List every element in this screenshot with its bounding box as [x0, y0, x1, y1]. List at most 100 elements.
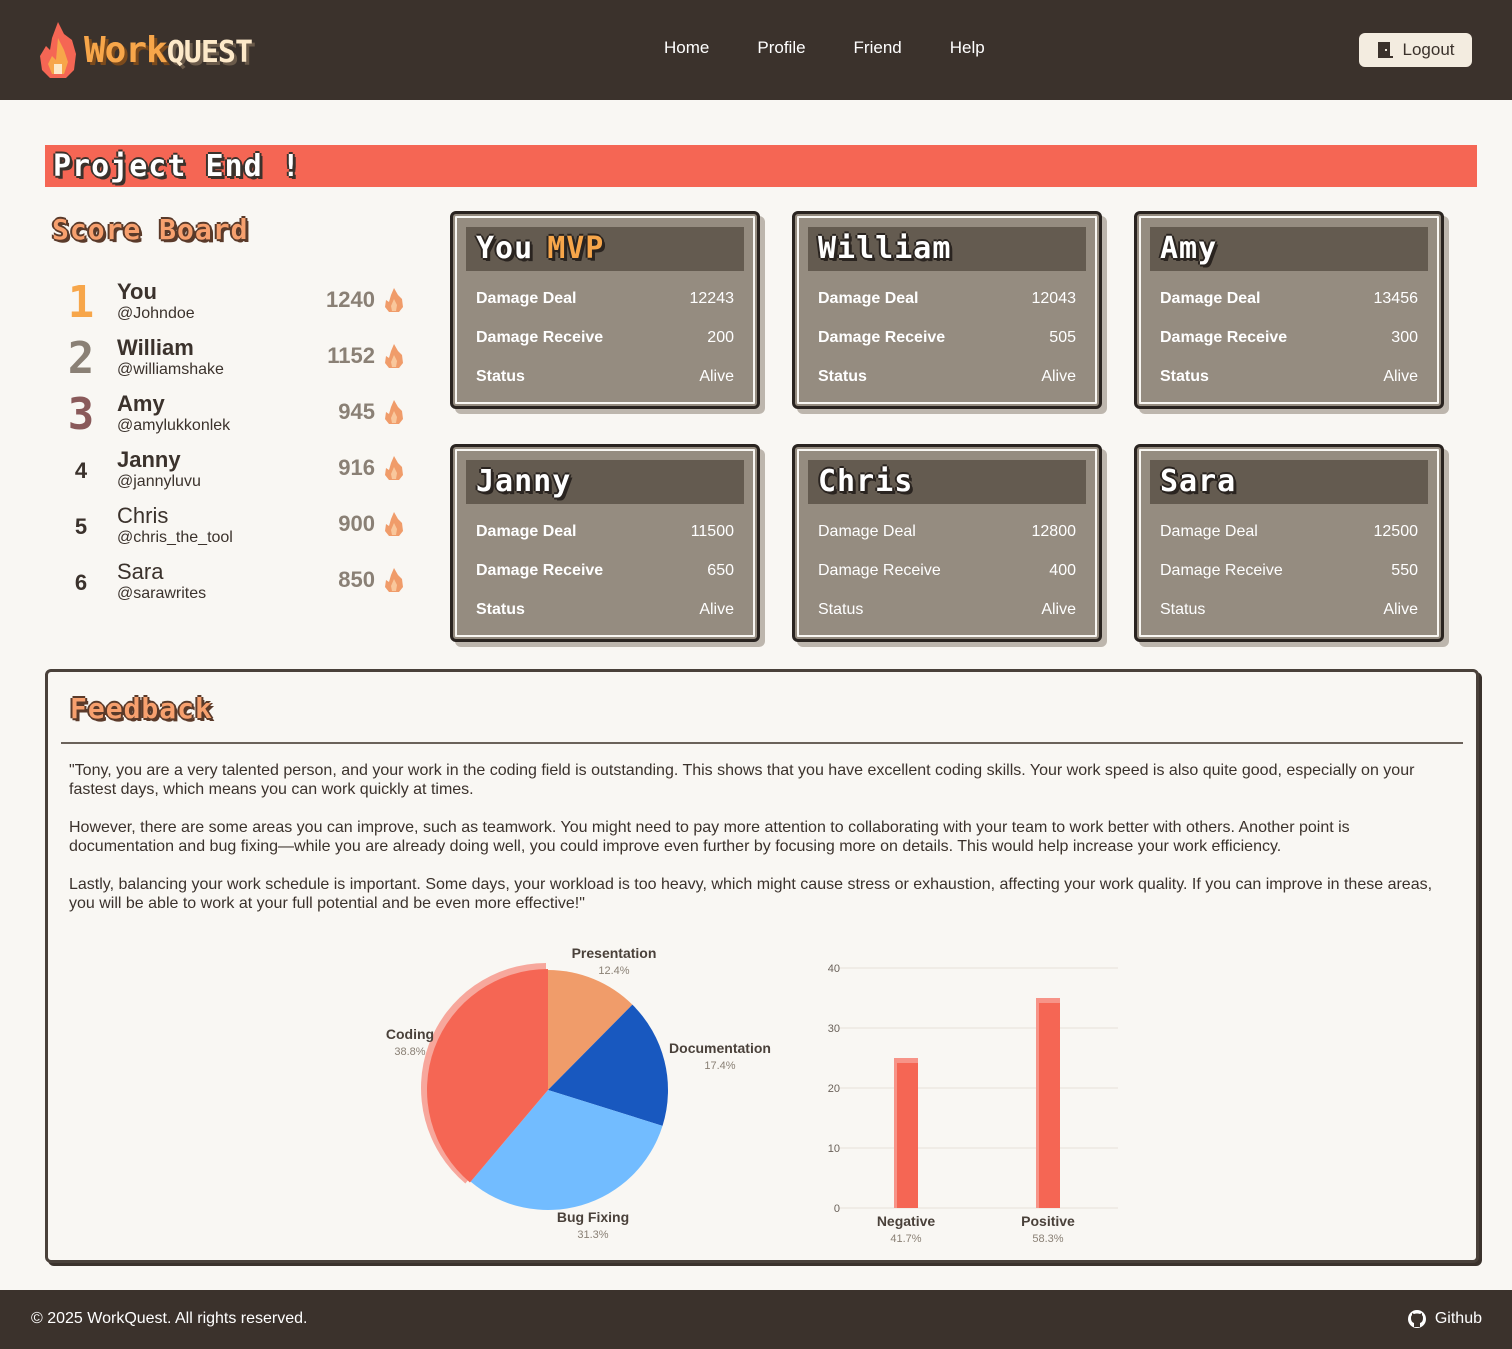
- player-score: 1152: [327, 343, 375, 368]
- y-tick-label: 30: [828, 1023, 840, 1035]
- nav-help-link[interactable]: Help: [949, 38, 985, 57]
- stat-value: Alive: [1383, 601, 1418, 618]
- github-icon: [1407, 1310, 1426, 1328]
- y-tick-label: 40: [828, 963, 840, 975]
- card-header: Chris: [808, 460, 1086, 504]
- fire-icon: [385, 512, 403, 536]
- damage-receive-row: Damage Receive 300: [1160, 329, 1418, 347]
- player-score: 1240: [326, 287, 375, 312]
- nav-profile-link[interactable]: Profile: [757, 38, 806, 57]
- fire-icon: [385, 400, 403, 424]
- stat-value: 300: [1391, 329, 1418, 346]
- stat-label: Damage Receive: [818, 329, 946, 346]
- player-card-william[interactable]: William Damage Deal 12043 Damage Receive 5…: [792, 211, 1102, 409]
- scoreboard-title: Score Board: [52, 213, 249, 246]
- player-card-amy[interactable]: Amy Damage Deal 13456 Damage Receive 300 S…: [1134, 211, 1444, 409]
- card-header: Amy: [1150, 227, 1428, 271]
- scoreboard-row[interactable]: 6 Sara @sarawrites 850: [60, 559, 410, 609]
- stat-label: Status: [1160, 368, 1209, 385]
- status-row: Status Alive: [818, 368, 1076, 386]
- stat-label: Damage Deal: [818, 290, 919, 307]
- rank-number: 3: [67, 389, 95, 440]
- player-card-sara[interactable]: Sara Damage Deal 12500 Damage Receive 550 …: [1134, 444, 1444, 642]
- logo-work-text: Work: [84, 29, 168, 71]
- card-name-text: You: [476, 231, 534, 266]
- stat-label: Damage Deal: [1160, 290, 1261, 307]
- player-handle: @sarawrites: [117, 585, 207, 602]
- scoreboard-row[interactable]: 3 Amy @amylukkonlek 945: [60, 391, 410, 441]
- github-link[interactable]: Github: [1407, 1309, 1482, 1329]
- scoreboard-row[interactable]: 1 You @Johndoe 1240: [60, 279, 410, 329]
- stat-label: Status: [1160, 601, 1206, 618]
- stat-label: Damage Receive: [1160, 329, 1288, 346]
- card-header: Sara: [1150, 460, 1428, 504]
- fire-icon: [385, 344, 403, 368]
- door-icon: [1377, 42, 1393, 58]
- pie-slice-percent: 17.4%: [704, 1060, 735, 1072]
- logo-quest-text: QUEST: [166, 34, 253, 70]
- stat-value: 11500: [690, 523, 734, 540]
- feedback-paragraph: "Tony, you are a very talented person, a…: [69, 762, 1415, 798]
- card-player-name: Sara: [1160, 464, 1237, 499]
- stat-label: Damage Receive: [476, 562, 604, 579]
- player-card-chris[interactable]: Chris Damage Deal 12800 Damage Receive 400…: [792, 444, 1102, 642]
- bar: [1039, 1003, 1060, 1208]
- stat-label: Damage Deal: [818, 523, 916, 540]
- player-name: You: [117, 279, 157, 304]
- player-handle: @amylukkonlek: [117, 417, 231, 434]
- player-handle: @jannyluvu: [117, 473, 201, 490]
- rank-number: 2: [67, 333, 95, 384]
- footer: © 2025 WorkQuest. All rights reserved. G…: [0, 1290, 1512, 1349]
- stat-label: Damage Receive: [1160, 562, 1283, 579]
- card-header: William: [808, 227, 1086, 271]
- stat-label: Damage Deal: [476, 290, 577, 307]
- stat-label: Status: [818, 601, 864, 618]
- pie-slice: [548, 970, 633, 1090]
- damage-deal-row: Damage Deal 13456: [1160, 290, 1418, 308]
- damage-receive-row: Damage Receive 550: [1160, 562, 1418, 580]
- scoreboard-row[interactable]: 5 Chris @chris_the_tool 900: [60, 503, 410, 553]
- player-score: 900: [338, 511, 375, 536]
- pie-slice-label: Coding: [386, 1026, 434, 1042]
- fire-icon: [385, 568, 403, 592]
- rank-number: 4: [74, 458, 88, 483]
- stat-label: Status: [476, 601, 525, 618]
- player-card-you[interactable]: You MVP Damage Deal 12243 Damage Receive 20…: [450, 211, 760, 409]
- pie-slice-label: Bug Fixing: [557, 1209, 629, 1225]
- workquest-logo[interactable]: WorkQUEST: [38, 20, 253, 80]
- stat-value: 12800: [1031, 523, 1077, 540]
- damage-deal-row: Damage Deal 12043: [818, 290, 1076, 308]
- damage-receive-row: Damage Receive 505: [818, 329, 1076, 347]
- flame-logo-icon: [40, 22, 76, 78]
- stat-value: 13456: [1373, 290, 1419, 307]
- logout-button[interactable]: Logout: [1359, 33, 1472, 67]
- card-player-name: Chris: [818, 464, 914, 499]
- player-card-janny[interactable]: Janny Damage Deal 11500 Damage Receive 650…: [450, 444, 760, 642]
- scoreboard-row[interactable]: 4 Janny @jannyluvu 916: [60, 447, 410, 497]
- player-handle: @chris_the_tool: [117, 529, 233, 546]
- status-row: Status Alive: [476, 601, 734, 619]
- copyright-text: © 2025 WorkQuest. All rights reserved.: [31, 1310, 308, 1327]
- y-tick-label: 0: [834, 1203, 840, 1215]
- stat-value: Alive: [699, 601, 734, 618]
- stat-value: Alive: [1041, 368, 1076, 385]
- feedback-text: "Tony, you are a very talented person, a…: [69, 761, 1457, 932]
- pie-slice-percent: 12.4%: [598, 965, 629, 977]
- player-handle: @williamshake: [117, 361, 224, 378]
- feedback-title: Feedback: [70, 692, 213, 725]
- pie-slice-label: Presentation: [572, 945, 657, 961]
- rank-number: 6: [74, 570, 88, 595]
- feedback-divider: [61, 742, 1463, 744]
- project-end-banner: Project End !: [45, 145, 1477, 187]
- player-name: Janny: [117, 447, 181, 472]
- card-player-name: Janny: [476, 464, 572, 499]
- scoreboard-row[interactable]: 2 William @williamshake 1152: [60, 335, 410, 385]
- stat-value: 12243: [689, 290, 735, 307]
- nav-friend-link[interactable]: Friend: [853, 38, 902, 57]
- player-score: 916: [338, 455, 375, 480]
- nav-home-link[interactable]: Home: [664, 38, 710, 57]
- bar-percent-label: 58.3%: [1032, 1233, 1063, 1245]
- pie-slice-label: Documentation: [669, 1040, 771, 1056]
- fire-icon: [385, 456, 403, 480]
- damage-deal-row: Damage Deal 12800: [818, 523, 1076, 541]
